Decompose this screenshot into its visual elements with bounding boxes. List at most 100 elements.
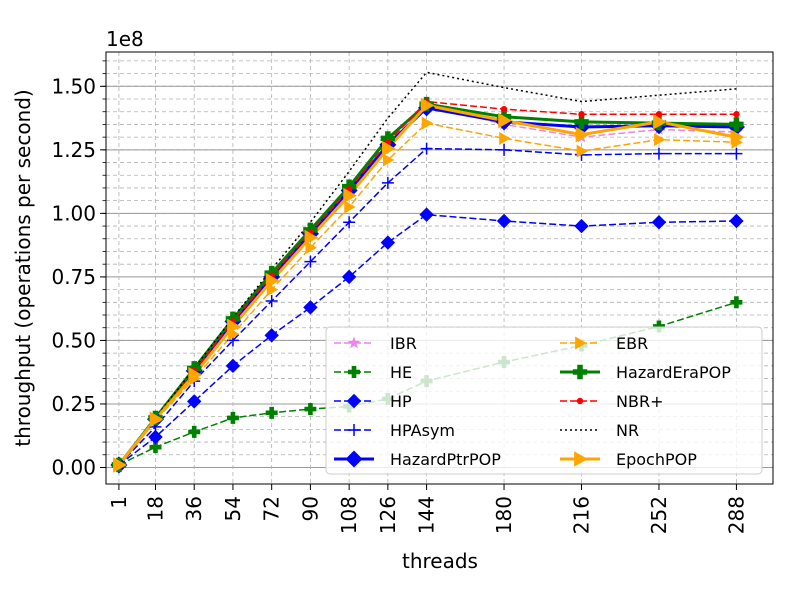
x-tick-label: 252 bbox=[647, 496, 671, 534]
x-tick-label: 108 bbox=[337, 496, 361, 534]
data-point-hp bbox=[496, 213, 512, 229]
legend-box bbox=[325, 326, 763, 475]
legend-label-nr: NR bbox=[616, 421, 639, 440]
legend-label-hp: HP bbox=[390, 392, 412, 411]
data-point-epochpop bbox=[188, 366, 203, 383]
data-point-he bbox=[730, 296, 743, 309]
data-point-epochpop bbox=[227, 318, 241, 335]
y-tick-label: 1.25 bbox=[51, 138, 96, 162]
x-tick-label: 180 bbox=[492, 496, 516, 534]
data-point-hpasym bbox=[498, 143, 511, 156]
legend-marker-he bbox=[348, 366, 360, 378]
data-point-hpasym bbox=[304, 255, 317, 268]
data-point-ebr bbox=[305, 241, 317, 255]
series-line-nr bbox=[118, 71, 737, 466]
legend-marker-hazarderapop bbox=[572, 364, 588, 380]
data-point-hp bbox=[380, 235, 396, 250]
legend-label-ibr: IBR bbox=[390, 334, 417, 353]
y-tick-label: 0.50 bbox=[51, 328, 96, 352]
data-point-ebr bbox=[499, 131, 511, 145]
data-point-hpasym bbox=[265, 295, 278, 308]
data-point-epochpop bbox=[113, 457, 127, 473]
legend-label-hazarderapop: HazardEraPOP bbox=[616, 363, 731, 382]
y-axis-label: throughput (operations per second) bbox=[11, 89, 35, 446]
data-point-nbr- bbox=[578, 111, 585, 118]
y-tick-label: 0.00 bbox=[51, 455, 96, 479]
data-point-nbr- bbox=[500, 105, 508, 113]
x-axis-label: threads bbox=[402, 549, 478, 573]
legend-label-epochpop: EpochPOP bbox=[616, 450, 697, 469]
data-point-hp bbox=[225, 358, 241, 374]
data-point-he bbox=[226, 411, 239, 424]
data-point-epochpop bbox=[653, 114, 667, 130]
data-point-hp bbox=[148, 429, 163, 445]
data-point-hp bbox=[729, 213, 744, 229]
data-point-hazarderapop bbox=[729, 117, 744, 132]
data-point-ebr bbox=[421, 116, 434, 130]
data-point-hpasym bbox=[381, 176, 394, 189]
x-tick-label: 36 bbox=[182, 496, 206, 521]
x-tick-label: 126 bbox=[376, 496, 400, 534]
data-point-he bbox=[652, 320, 665, 333]
data-point-hazarderapop bbox=[574, 114, 589, 130]
data-point-hpasym bbox=[343, 216, 356, 229]
data-point-epochpop bbox=[382, 140, 396, 157]
data-point-hp bbox=[187, 394, 202, 409]
legend-marker-hazardptrpop bbox=[345, 450, 363, 468]
data-point-ebr bbox=[576, 144, 589, 158]
legend-label-he: HE bbox=[390, 363, 412, 382]
legend-label-ebr: EBR bbox=[616, 334, 648, 353]
data-point-epochpop bbox=[304, 229, 319, 246]
y-tick-label: 1.00 bbox=[51, 201, 96, 225]
x-tick-label: 18 bbox=[143, 496, 167, 521]
legend-marker-nbr- bbox=[576, 397, 584, 405]
x-tick-label: 1 bbox=[107, 496, 131, 509]
data-point-epochpop bbox=[265, 272, 280, 289]
data-point-epochpop bbox=[149, 411, 164, 427]
data-point-epochpop bbox=[575, 126, 590, 143]
legend-marker-epochpop bbox=[574, 451, 588, 467]
data-point-ebr bbox=[382, 153, 395, 167]
y-tick-label: 0.25 bbox=[51, 392, 96, 416]
legend-marker-hp bbox=[346, 393, 362, 409]
legend-marker-ebr bbox=[575, 336, 587, 350]
data-point-hp bbox=[651, 215, 667, 230]
data-point-ebr bbox=[654, 133, 666, 147]
legend-marker-hpasym bbox=[348, 424, 360, 436]
legend-marker-ibr bbox=[347, 336, 361, 349]
x-axis: 1 18 36 54 72 90 108 126 144 180 216 252 288 bbox=[107, 484, 748, 534]
x-tick-label: 54 bbox=[221, 496, 245, 521]
y-tick-label: 1.50 bbox=[51, 74, 96, 98]
data-point-epochpop bbox=[420, 97, 435, 114]
data-point-hp bbox=[419, 207, 434, 222]
x-tick-label: 144 bbox=[415, 496, 439, 534]
legend-label-hpasym: HPAsym bbox=[390, 421, 455, 440]
x-tick-label: 288 bbox=[724, 496, 748, 534]
y-offset-text: 1e8 bbox=[106, 27, 144, 51]
data-point-nbr- bbox=[733, 111, 740, 118]
data-point-epochpop bbox=[498, 112, 512, 129]
x-tick-label: 216 bbox=[570, 496, 594, 534]
legend: IBR HE HP HPAsym HazardPtrPOP EBR HazardEraPOP… bbox=[325, 326, 763, 475]
x-tick-label: 72 bbox=[260, 496, 284, 521]
x-tick-label: 90 bbox=[298, 496, 322, 521]
data-point-ebr bbox=[344, 200, 356, 214]
data-point-hp bbox=[341, 269, 357, 285]
series-markers bbox=[110, 96, 745, 474]
y-axis: 0.00 0.25 0.50 0.75 1.00 1.25 1.50 bbox=[51, 60, 106, 479]
data-point-hazarderapop bbox=[380, 131, 396, 146]
y-tick-label: 0.75 bbox=[51, 265, 96, 289]
legend-label-hazardptrpop: HazardPtrPOP bbox=[390, 450, 501, 469]
data-point-hpasym bbox=[730, 147, 743, 160]
data-point-hp bbox=[264, 328, 279, 343]
data-point-he bbox=[188, 425, 201, 438]
data-point-he bbox=[304, 403, 317, 416]
data-point-he bbox=[149, 441, 162, 454]
legend-label-nbr-: NBR+ bbox=[616, 392, 663, 411]
data-point-hp bbox=[303, 300, 318, 315]
data-point-hpasym bbox=[652, 147, 665, 160]
data-point-hpasym bbox=[420, 142, 433, 155]
data-point-nbr- bbox=[655, 111, 663, 118]
